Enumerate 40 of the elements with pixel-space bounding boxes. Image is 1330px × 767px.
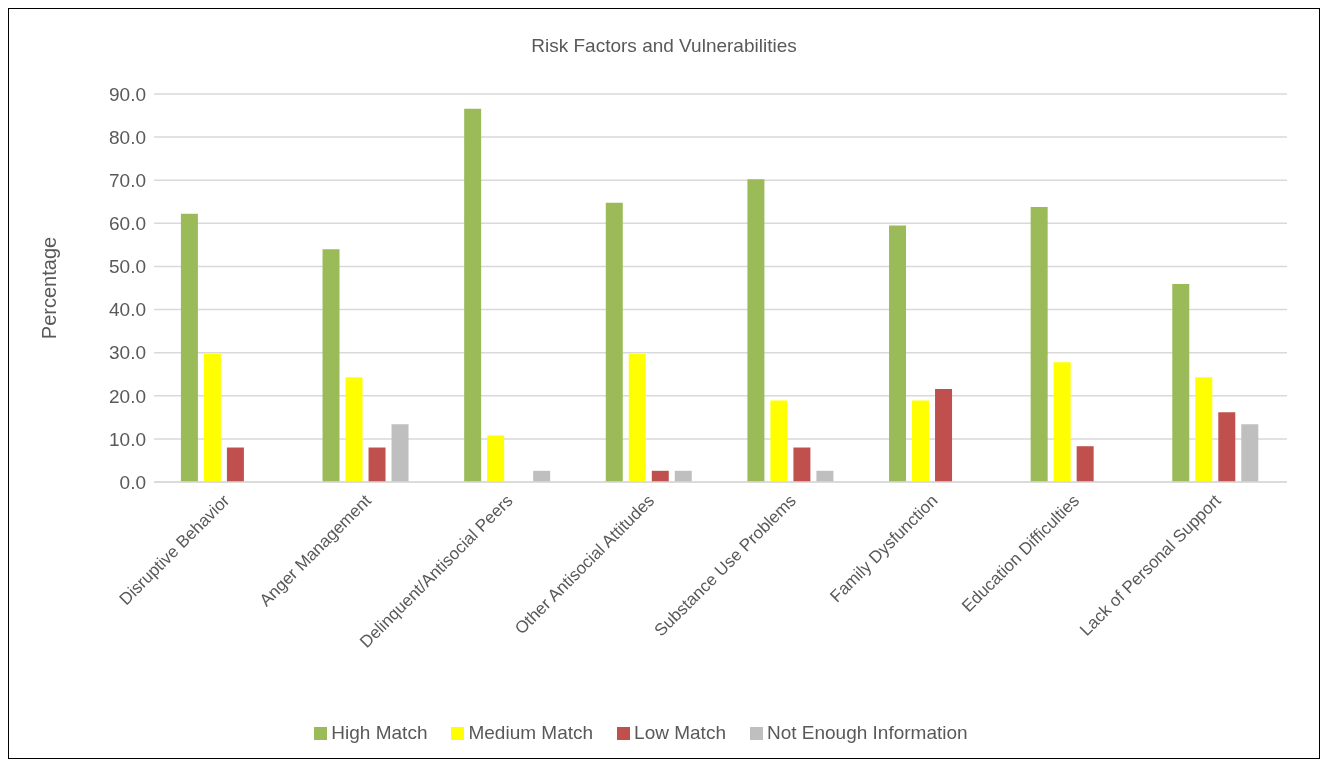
y-tick-label: 30.0: [109, 342, 146, 364]
legend-label: Low Match: [634, 722, 726, 743]
y-tick-label: 10.0: [109, 428, 146, 450]
bar: [1218, 412, 1236, 482]
y-tick-label: 50.0: [109, 256, 146, 278]
bar: [628, 353, 646, 482]
bar: [1172, 284, 1190, 482]
y-tick-label: 80.0: [109, 126, 146, 148]
bar: [605, 202, 623, 482]
legend-label: High Match: [331, 722, 428, 743]
bar: [770, 400, 788, 482]
bar: [912, 400, 930, 482]
chart-title: Risk Factors and Vulnerabilities: [530, 35, 798, 57]
bar: [180, 213, 198, 482]
bar: [889, 225, 907, 482]
y-tick-label: 40.0: [109, 299, 146, 321]
y-tick-label: 70.0: [109, 169, 146, 191]
legend-label: Medium Match: [468, 722, 594, 743]
bar: [793, 447, 811, 482]
y-tick-label: 60.0: [109, 213, 146, 235]
bar: [1076, 446, 1094, 482]
bar: [487, 435, 505, 482]
bar: [226, 447, 244, 482]
y-tick-label: 20.0: [109, 385, 146, 407]
bar: [747, 179, 765, 482]
y-tick-label: 90.0: [109, 83, 146, 105]
bar: [935, 388, 953, 482]
bar: [203, 353, 221, 482]
bar: [368, 447, 386, 482]
y-axis-title: Percentage: [38, 236, 61, 340]
bar: [464, 108, 482, 482]
bar: [1195, 377, 1213, 482]
bar: [391, 424, 409, 482]
bar: [1241, 424, 1259, 482]
bar: [345, 377, 363, 482]
bar: [322, 249, 340, 482]
bar: [1030, 206, 1048, 482]
bar: [1053, 362, 1071, 482]
y-tick-label: 0.0: [119, 471, 146, 493]
legend-label: Not Enough Information: [766, 722, 968, 743]
